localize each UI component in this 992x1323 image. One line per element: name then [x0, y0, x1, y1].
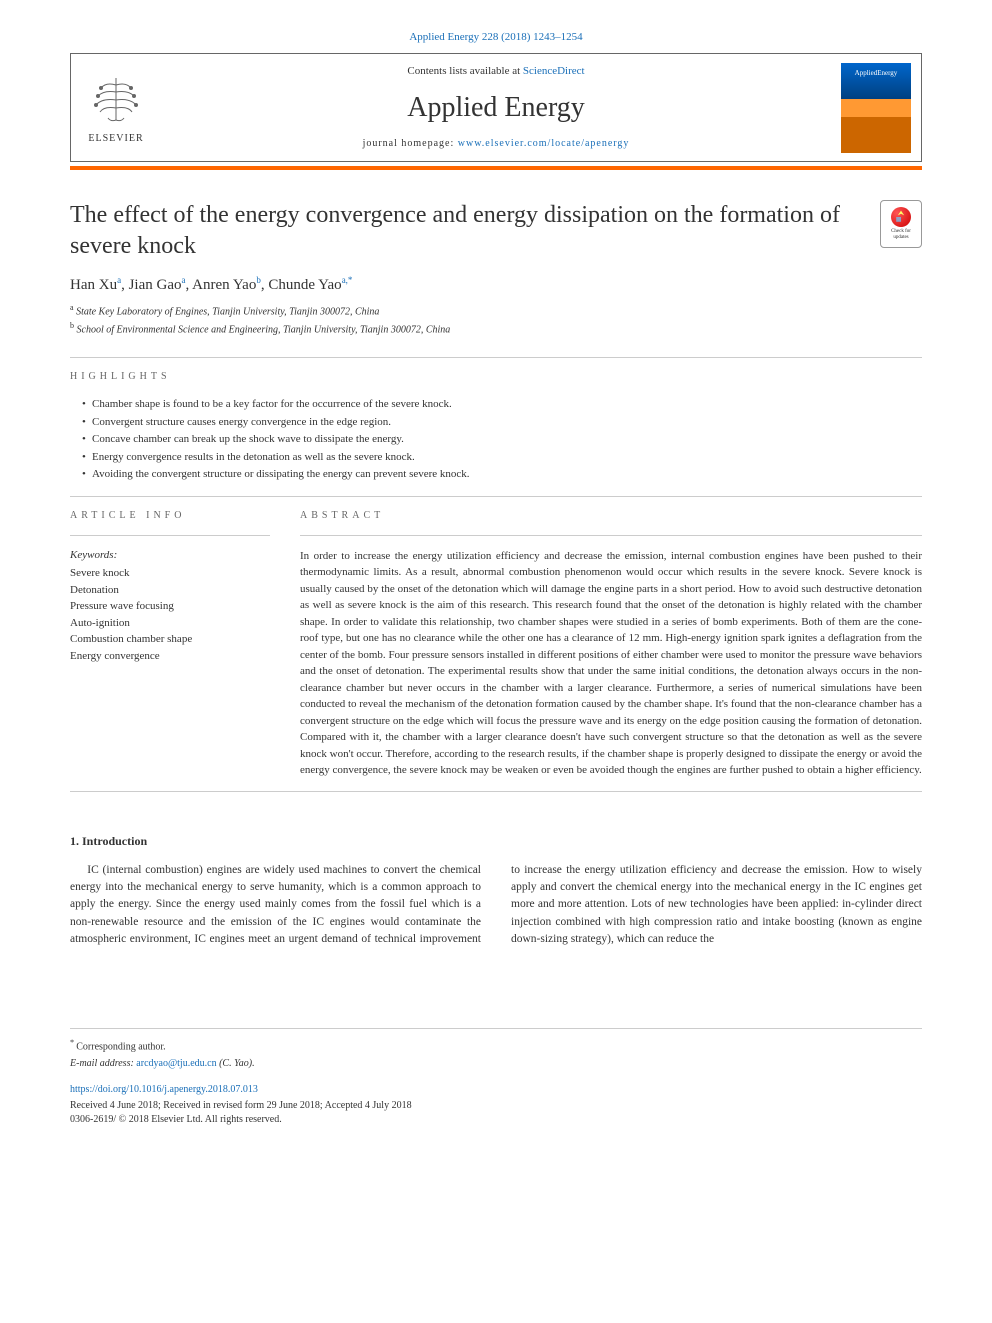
publisher-logo: ELSEVIER	[71, 54, 161, 161]
elsevier-tree-icon	[86, 70, 146, 130]
cover-thumbnail: AppliedEnergy	[841, 63, 911, 153]
affiliations: a State Key Laboratory of Engines, Tianj…	[70, 302, 922, 337]
article-title: The effect of the energy convergence and…	[70, 200, 860, 262]
divider	[70, 357, 922, 358]
keywords-list: Severe knockDetonationPressure wave focu…	[70, 565, 270, 664]
keyword: Energy convergence	[70, 648, 270, 665]
article-info-column: ARTICLE INFO Keywords: Severe knockDeton…	[70, 509, 270, 779]
introduction-section: 1. Introduction IC (internal combustion)…	[70, 832, 922, 948]
keyword: Severe knock	[70, 565, 270, 582]
email-line: E-mail address: arcdyao@tju.edu.cn (C. Y…	[70, 1057, 922, 1071]
journal-title: Applied Energy	[407, 88, 585, 127]
publisher-name: ELSEVIER	[88, 132, 143, 146]
journal-cover: AppliedEnergy	[831, 54, 921, 161]
affiliation: a State Key Laboratory of Engines, Tianj…	[70, 302, 922, 319]
citation-link[interactable]: Applied Energy 228 (2018) 1243–1254	[70, 30, 922, 45]
check-updates-icon	[891, 207, 911, 227]
divider	[300, 535, 922, 536]
journal-header: ELSEVIER Contents lists available at Sci…	[70, 53, 922, 162]
highlight-item: Chamber shape is found to be a key facto…	[82, 396, 922, 414]
accent-bar	[70, 166, 922, 170]
highlight-item: Concave chamber can break up the shock w…	[82, 431, 922, 449]
keyword: Detonation	[70, 582, 270, 599]
affiliation: b School of Environmental Science and En…	[70, 320, 922, 337]
abstract-text: In order to increase the energy utilizat…	[300, 548, 922, 779]
intro-heading: 1. Introduction	[70, 832, 922, 850]
highlights-list: Chamber shape is found to be a key facto…	[70, 396, 922, 484]
keyword: Combustion chamber shape	[70, 631, 270, 648]
authors: Han Xua, Jian Gaoa, Anren Yaob, Chunde Y…	[70, 274, 922, 296]
check-updates-label: Check for updates	[884, 229, 918, 240]
highlight-item: Convergent structure causes energy conve…	[82, 414, 922, 432]
divider	[70, 496, 922, 497]
doi-link[interactable]: https://doi.org/10.1016/j.apenergy.2018.…	[70, 1084, 258, 1095]
footer: * Corresponding author. E-mail address: …	[70, 1028, 922, 1126]
homepage-line: journal homepage: www.elsevier.com/locat…	[363, 137, 630, 151]
email-link[interactable]: arcdyao@tju.edu.cn	[136, 1058, 216, 1069]
corresponding-author: * Corresponding author.	[70, 1037, 922, 1054]
abstract-label: ABSTRACT	[300, 509, 922, 523]
header-center: Contents lists available at ScienceDirec…	[161, 54, 831, 161]
divider	[70, 791, 922, 792]
contents-available: Contents lists available at ScienceDirec…	[407, 64, 584, 79]
keyword: Auto-ignition	[70, 615, 270, 632]
keyword: Pressure wave focusing	[70, 598, 270, 615]
abstract-column: ABSTRACT In order to increase the energy…	[300, 509, 922, 779]
intro-paragraph: IC (internal combustion) engines are wid…	[70, 862, 922, 948]
highlight-item: Avoiding the convergent structure or dis…	[82, 466, 922, 484]
homepage-link[interactable]: www.elsevier.com/locate/apenergy	[458, 138, 630, 149]
copyright-line: 0306-2619/ © 2018 Elsevier Ltd. All righ…	[70, 1113, 922, 1127]
sciencedirect-link[interactable]: ScienceDirect	[523, 65, 585, 77]
article-info-label: ARTICLE INFO	[70, 509, 270, 523]
dates-line: Received 4 June 2018; Received in revise…	[70, 1099, 922, 1113]
highlight-item: Energy convergence results in the detona…	[82, 449, 922, 467]
keywords-label: Keywords:	[70, 548, 270, 563]
divider	[70, 535, 270, 536]
highlights-label: HIGHLIGHTS	[70, 370, 922, 384]
check-updates-badge[interactable]: Check for updates	[880, 200, 922, 248]
